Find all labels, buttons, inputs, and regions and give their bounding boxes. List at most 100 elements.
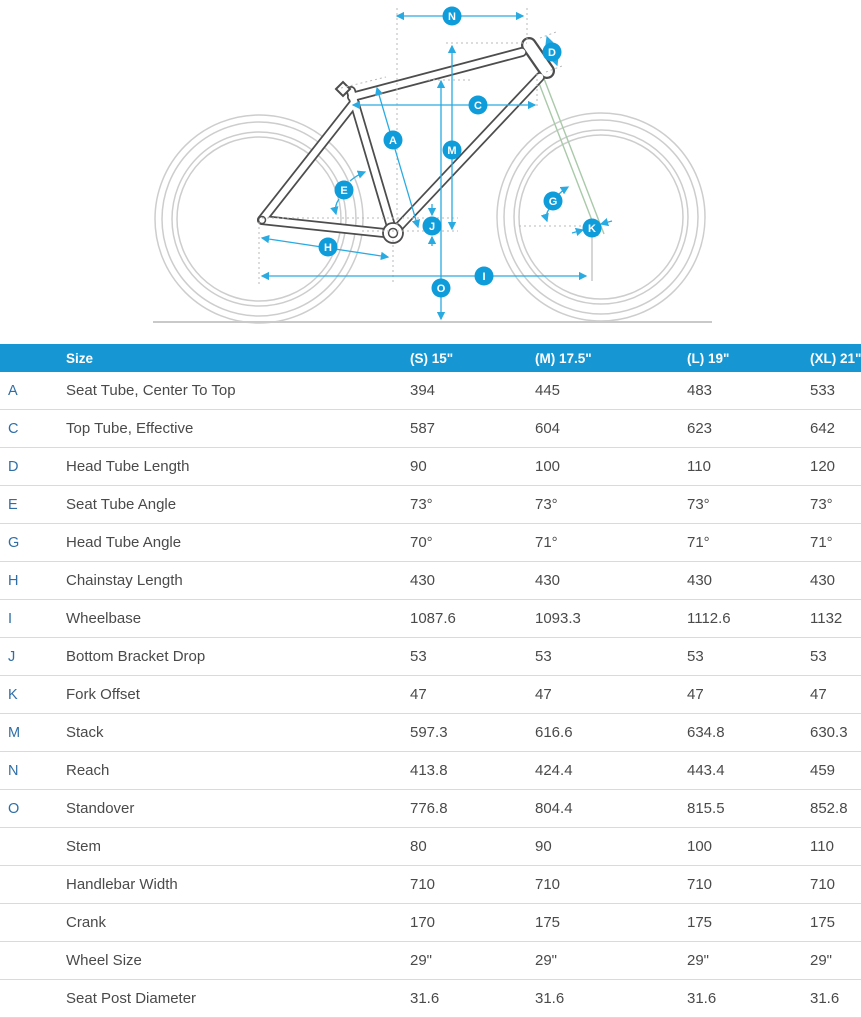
row-label: Chainstay Length [66,572,183,589]
row-value: 53 [535,648,552,665]
column-header: (M) 17.5" [535,350,592,366]
table-row: G Head Tube Angle 70° 71° 71° 71° [0,524,861,562]
row-letter: O [8,800,20,817]
column-header: (L) 19" [687,350,730,366]
row-value: 445 [535,382,561,399]
row-value: 80 [410,838,427,855]
svg-text:N: N [448,11,456,23]
row-value: 90 [535,838,552,855]
label-c: C [468,95,488,115]
row-label: Crank [66,914,107,931]
row-value: 430 [410,572,436,589]
row-value: 31.6 [687,990,717,1007]
dim-head-angle-lower [540,208,550,223]
row-value: 47 [410,686,427,703]
row-label: Stack [66,724,104,741]
row-value: 110 [687,458,711,475]
table-row: H Chainstay Length 430 430 430 430 [0,562,861,600]
dimension-lines [260,11,613,321]
row-value: 73° [410,496,433,513]
row-label: Head Tube Angle [66,534,182,551]
row-value: 1112.6 [687,610,731,627]
row-label: Reach [66,762,110,779]
row-value: 53 [810,648,827,665]
row-letter: D [8,458,19,475]
row-value: 47 [535,686,552,703]
row-value: 73° [687,496,710,513]
row-letter: I [8,610,13,627]
label-d: D [542,42,562,62]
table-row: D Head Tube Length 90 100 110 120 [0,448,861,486]
column-header: (S) 15" [410,350,454,366]
column-header: (XL) 21" [810,350,861,366]
label-g: G [543,191,563,211]
row-value: 100 [535,458,561,475]
row-value: 47 [810,686,827,703]
row-value: 459 [810,762,836,779]
row-value: 71° [535,534,558,551]
row-value: 1087.6 [410,610,456,627]
row-value: 424.4 [535,762,573,779]
row-value: 110 [810,838,834,855]
row-value: 29" [687,952,710,969]
row-value: 29" [810,952,833,969]
geometry-diagram: N D C A M E G J K H I O [0,0,861,344]
table-row: Stem 80 90 100 110 [0,828,861,866]
row-label: Bottom Bracket Drop [66,648,206,665]
saddle-clamp [334,80,352,98]
row-value: 90 [410,458,427,475]
row-value: 604 [535,420,561,437]
row-value: 53 [410,648,427,665]
row-value: 1093.3 [535,610,581,627]
row-value: 710 [410,876,436,893]
svg-text:E: E [340,185,347,197]
row-value: 31.6 [810,990,840,1007]
row-value: 31.6 [410,990,440,1007]
row-letter: C [8,420,19,437]
label-n: N [442,6,462,26]
label-m: M [442,140,462,160]
row-value: 630.3 [810,724,848,741]
label-h: H [318,237,338,257]
row-value: 175 [810,914,836,931]
label-j: J [422,216,442,236]
label-o: O [431,278,451,298]
row-letter: G [8,534,20,551]
row-value: 430 [810,572,836,589]
row-label: Standover [66,800,135,817]
row-value: 394 [410,382,436,399]
svg-text:O: O [437,283,446,295]
svg-text:G: G [549,196,558,208]
row-value: 710 [810,876,836,893]
row-letter: A [8,382,18,399]
row-label: Seat Post Diameter [66,990,197,1007]
table-row: Seat Post Diameter 31.6 31.6 31.6 31.6 [0,980,861,1018]
row-value: 710 [535,876,561,893]
row-letter: H [8,572,19,589]
table-row: N Reach 413.8 424.4 443.4 459 [0,752,861,790]
row-value: 71° [810,534,833,551]
table-body: A Seat Tube, Center To Top 394 445 483 533 C To… [0,372,861,1018]
row-label: Wheelbase [66,610,142,627]
geometry-table: Size (S) 15" (M) 17.5" (L) 19" (XL) 21" A Sea… [0,344,861,1018]
table-row: E Seat Tube Angle 73° 73° 73° 73° [0,486,861,524]
row-letter: J [8,648,16,665]
column-header: Size [66,350,94,366]
row-value: 430 [687,572,713,589]
row-letter: E [8,496,18,513]
row-label: Seat Tube Angle [66,496,177,513]
row-label: Seat Tube, Center To Top [66,382,236,399]
svg-text:J: J [429,221,435,233]
row-value: 443.4 [687,762,725,779]
row-value: 815.5 [687,800,725,817]
dim-seat-angle-lower [330,198,340,216]
dim-seat-angle-upper [349,170,367,182]
dim-seat-tube [374,86,421,229]
table-row: C Top Tube, Effective 587 604 623 642 [0,410,861,448]
svg-text:K: K [588,223,596,235]
row-value: 120 [810,458,836,475]
fork [536,75,605,237]
table-row: Wheel Size 29" 29" 29" 29" [0,942,861,980]
svg-text:D: D [548,47,556,59]
